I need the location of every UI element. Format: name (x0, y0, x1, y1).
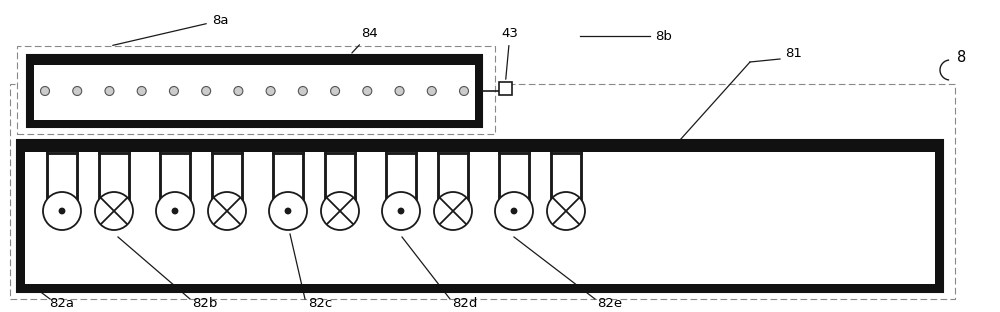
Bar (162, 153, 188, 208)
Bar (17, 140, 943, 292)
Circle shape (234, 86, 243, 95)
Bar (10, 84, 955, 299)
Circle shape (398, 207, 404, 214)
Circle shape (547, 192, 585, 230)
Bar (475, 55, 482, 127)
Text: 82a: 82a (50, 297, 74, 310)
Circle shape (331, 86, 340, 95)
Circle shape (434, 192, 472, 230)
Text: 8: 8 (957, 50, 967, 65)
Bar (48, 153, 76, 208)
Bar (499, 82, 512, 95)
Circle shape (73, 86, 82, 95)
Circle shape (427, 86, 436, 95)
Bar (935, 140, 943, 292)
Bar (27, 55, 482, 127)
Circle shape (395, 86, 404, 95)
Circle shape (40, 86, 50, 95)
Circle shape (298, 86, 307, 95)
Circle shape (495, 192, 533, 230)
Bar (17, 140, 25, 292)
Bar (17, 140, 943, 292)
Bar (27, 120, 482, 127)
Circle shape (511, 207, 517, 214)
Text: 8a: 8a (113, 14, 228, 45)
Bar (274, 153, 302, 208)
Circle shape (95, 192, 133, 230)
Bar (500, 153, 527, 208)
Circle shape (43, 192, 81, 230)
Circle shape (382, 192, 420, 230)
Text: 43: 43 (502, 27, 518, 79)
Circle shape (105, 86, 114, 95)
Circle shape (321, 192, 359, 230)
Bar (100, 153, 128, 208)
Circle shape (156, 192, 194, 230)
Circle shape (285, 207, 291, 214)
Bar (439, 153, 466, 208)
Circle shape (169, 86, 178, 95)
Circle shape (460, 86, 469, 95)
Text: 84: 84 (352, 27, 378, 53)
Text: 81: 81 (785, 47, 802, 60)
Circle shape (172, 207, 178, 214)
Bar (552, 153, 580, 208)
Bar (27, 55, 34, 127)
Bar (214, 153, 241, 208)
Text: 82d: 82d (452, 297, 478, 310)
Bar (326, 153, 354, 208)
Bar (17, 284, 943, 292)
Circle shape (269, 192, 307, 230)
Bar (17, 46, 495, 134)
Text: 82b: 82b (192, 297, 218, 310)
Text: 82c: 82c (308, 297, 332, 310)
Circle shape (363, 86, 372, 95)
Circle shape (266, 86, 275, 95)
Circle shape (59, 207, 65, 214)
Circle shape (208, 192, 246, 230)
Bar (27, 55, 482, 65)
Bar (27, 55, 482, 127)
Text: 8b: 8b (655, 30, 672, 43)
Bar (388, 153, 414, 208)
Circle shape (137, 86, 146, 95)
Circle shape (202, 86, 211, 95)
Bar (17, 140, 943, 152)
Text: 82e: 82e (597, 297, 623, 310)
